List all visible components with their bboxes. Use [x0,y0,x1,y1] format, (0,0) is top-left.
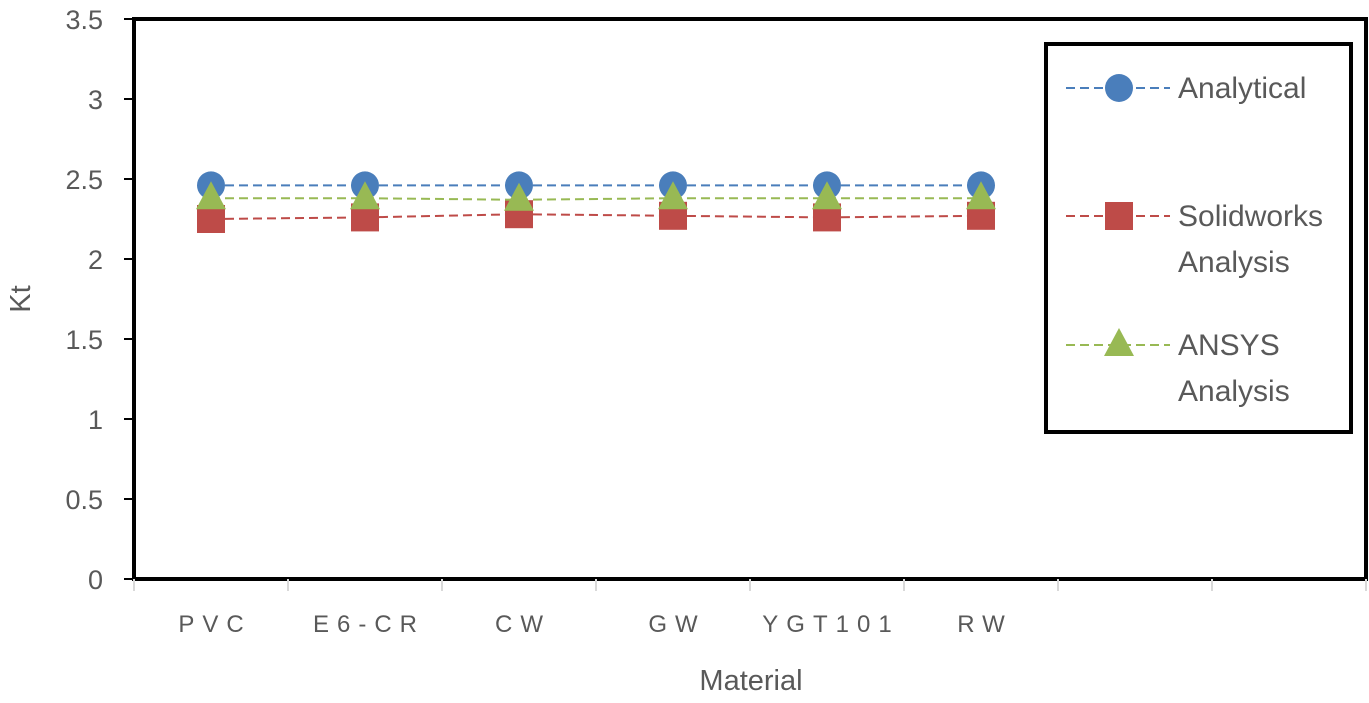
y-tick-label: 2.5 [65,165,103,195]
x-category-label: YGT101 [762,611,899,638]
x-category-label: GW [648,611,705,638]
legend-label: Analytical [1178,72,1306,105]
legend-label: Solidworks [1178,200,1323,233]
solidworks-point [197,205,225,233]
y-tick-label: 0 [88,565,103,595]
x-category-label: PVC [178,611,251,638]
ansys-point [196,181,226,210]
legend-entry-analytical: Analytical [1066,72,1306,105]
ansys-point [658,181,688,210]
y-tick-label: 0.5 [65,485,103,515]
legend-label: ANSYS [1178,329,1280,362]
ansys-point [812,181,842,210]
x-axis: PVC E6-CR CW GW YGT101 RW [133,579,1367,638]
ansys-point [504,182,534,211]
legend-label: Analysis [1178,375,1290,408]
ansys-series [196,181,996,211]
legend: Analytical Solidworks Analysis ANSYS Analysi… [1044,42,1353,434]
legend-swatch-marker [1105,202,1133,230]
x-category-label: RW [957,611,1013,638]
y-tick-label: 3 [88,85,103,115]
legend-entry-solidworks: Solidworks Analysis [1066,200,1323,279]
y-tick-label: 1 [88,405,103,435]
series-layer [196,171,996,233]
solidworks-series [197,200,995,233]
legend-swatch-marker [1105,74,1133,102]
y-axis: 0 0.5 1 1.5 2 2.5 3 3.5 [65,5,136,595]
y-tick-label: 3.5 [65,5,103,35]
ansys-point [350,181,380,210]
legend-box [1044,42,1353,434]
y-tick-label: 2 [88,245,103,275]
x-axis-title: Material [699,665,802,697]
legend-swatch-marker [1104,328,1134,356]
solidworks-series-line [210,213,982,220]
legend-label: Analysis [1178,246,1290,279]
analytical-series [197,171,995,200]
x-category-label: CW [495,611,551,638]
legend-entry-ansys: ANSYS Analysis [1066,328,1290,408]
y-axis-title: Kt [5,285,37,312]
x-category-label: E6-CR [313,611,425,638]
ansys-point [966,181,996,210]
ansys-series-line [211,197,981,201]
y-tick-label: 1.5 [65,325,103,355]
